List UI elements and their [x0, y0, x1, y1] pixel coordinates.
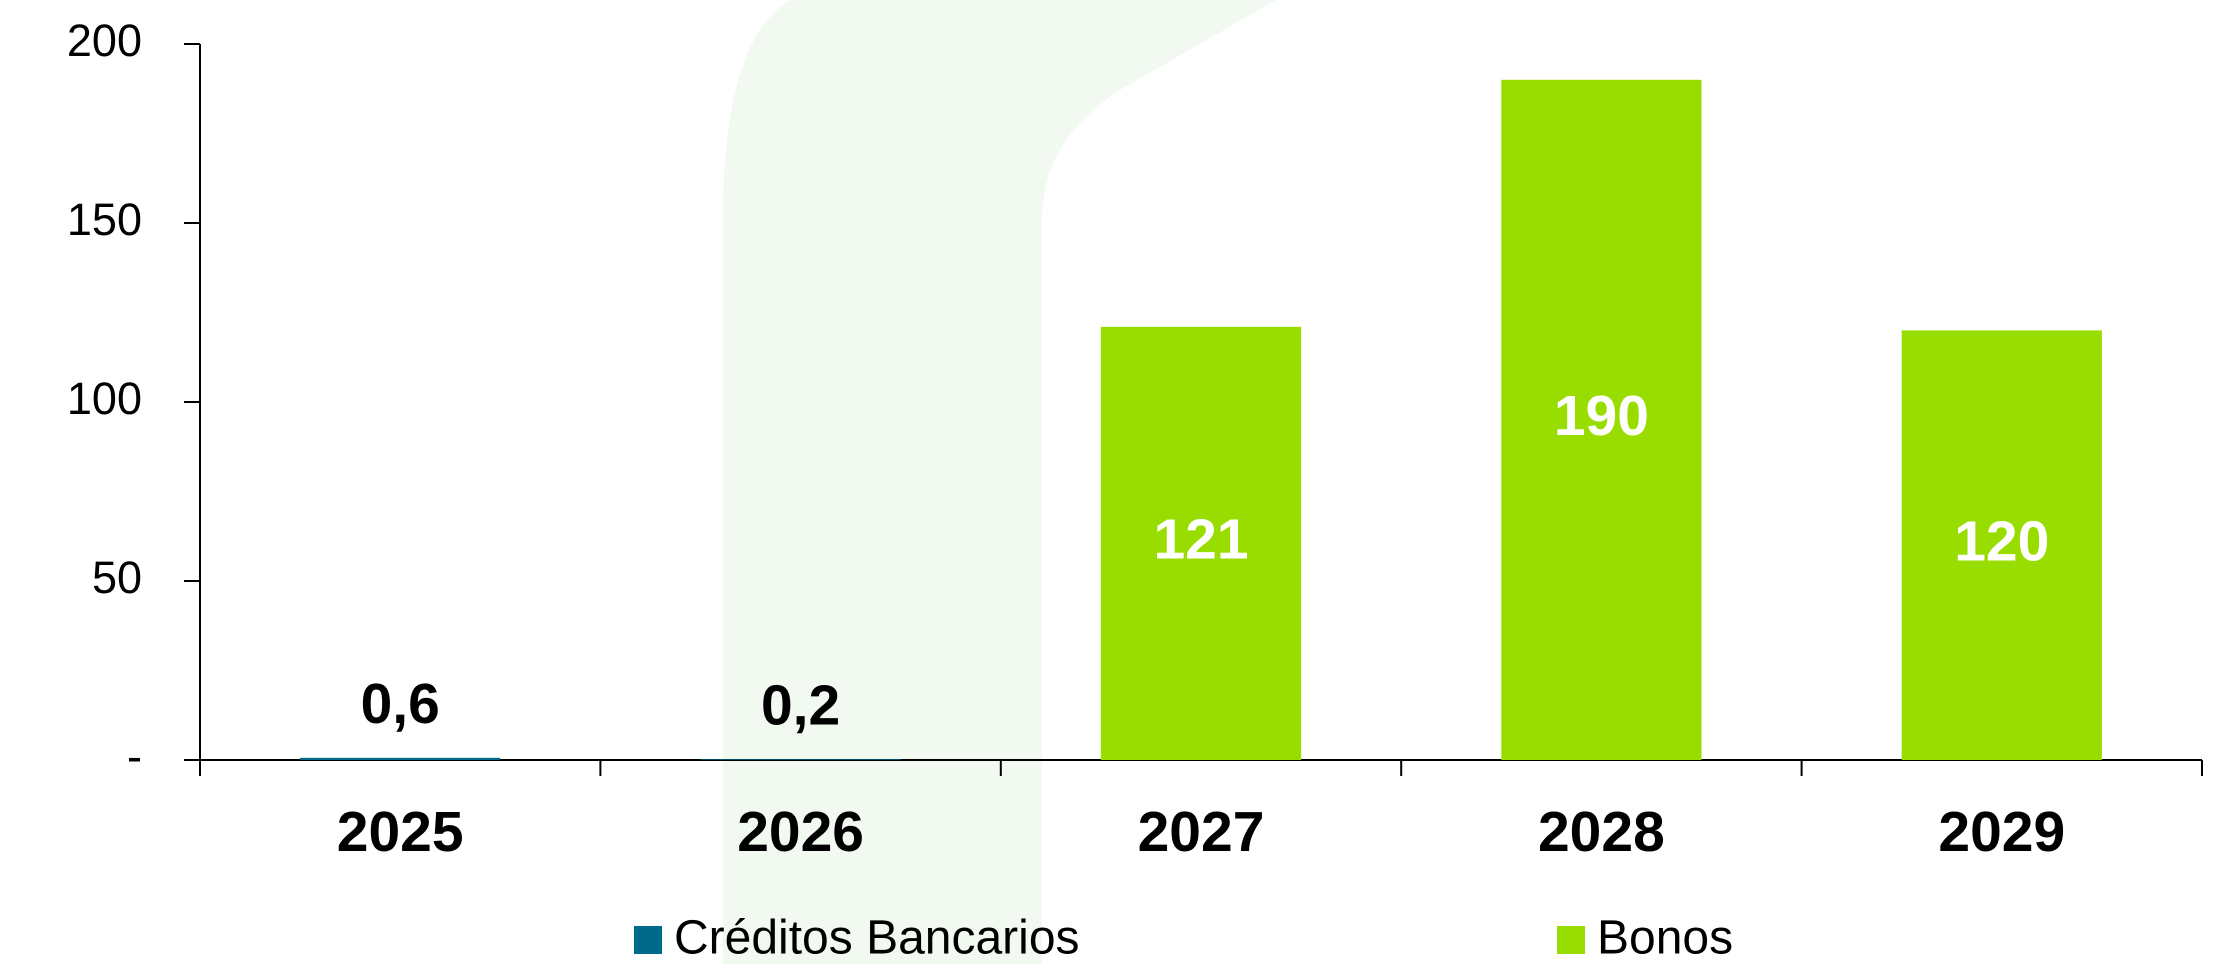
y-tick-label: - [127, 731, 142, 782]
y-tick-label: 200 [67, 15, 142, 66]
bar [1901, 330, 2102, 760]
bar [300, 757, 501, 760]
data-label: 0,6 [361, 672, 440, 736]
x-tick-label: 2028 [1538, 800, 1665, 864]
bar [700, 759, 901, 760]
data-label: 120 [1954, 509, 2049, 573]
y-tick-label: 150 [67, 194, 142, 245]
legend-label: Bonos [1597, 912, 1733, 964]
legend-label: Créditos Bancarios [674, 912, 1080, 964]
legend-swatch [634, 926, 662, 954]
x-tick-label: 2029 [1938, 800, 2065, 864]
legend-swatch [1557, 926, 1585, 954]
data-label: 190 [1554, 384, 1649, 448]
x-tick-label: 2026 [737, 800, 864, 864]
x-tick-label: 2025 [337, 800, 464, 864]
x-tick-label: 2027 [1138, 800, 1265, 864]
bar [1100, 326, 1302, 760]
data-label: 121 [1153, 507, 1248, 571]
bar [1501, 79, 1702, 761]
background-shape [723, 0, 1276, 964]
y-tick-label: 50 [92, 552, 142, 603]
data-label: 0,2 [761, 673, 840, 737]
y-tick-label: 100 [67, 373, 142, 424]
